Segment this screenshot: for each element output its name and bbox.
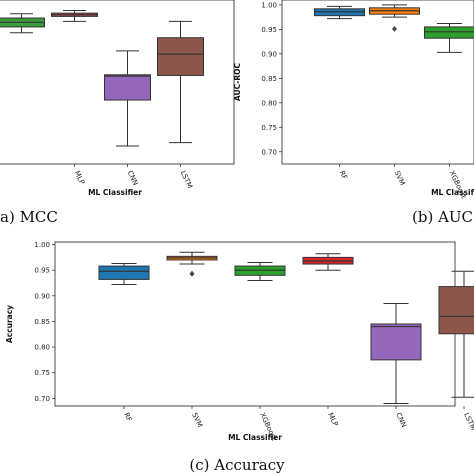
- x-tick-label: LSTM: [179, 169, 194, 189]
- y-axis-label: Accuracy: [5, 305, 14, 343]
- y-tick-label: 0.90: [34, 292, 50, 300]
- x-tick-label: RF: [338, 169, 349, 180]
- box-iqr: [424, 26, 474, 39]
- outlier-point: [392, 25, 397, 32]
- y-tick-label: 0.85: [34, 318, 50, 326]
- y-tick-label: 0.70: [34, 395, 50, 403]
- y-tick-label: 0.90: [261, 50, 277, 58]
- box-rf: [314, 5, 365, 20]
- x-tick-label: CNN: [126, 169, 140, 186]
- x-axis-label: ML Classifier: [88, 188, 142, 197]
- y-tick-label: 0.75: [261, 124, 277, 132]
- box-svm: [369, 4, 420, 32]
- box-svm: [166, 251, 218, 277]
- y-axis-label: AUC-ROC: [233, 62, 242, 101]
- box-iqr: [157, 37, 204, 76]
- x-tick-label: MLP: [73, 169, 86, 185]
- box-xgboost: [234, 262, 286, 281]
- y-tick-label: 0.75: [34, 369, 50, 377]
- box-xgboost: [424, 22, 474, 53]
- box-iqr: [98, 265, 150, 280]
- box-cnn: [370, 303, 422, 404]
- y-tick-label: 0.70: [261, 148, 277, 156]
- y-tick-label: 0.80: [34, 344, 50, 352]
- box-iqr: [104, 74, 151, 101]
- box-rf: [98, 263, 150, 286]
- box-xgboost: [0, 13, 45, 34]
- x-tick-label: MLP: [326, 411, 339, 427]
- outlier-point: [189, 270, 195, 277]
- y-tick-label: 1.00: [261, 1, 277, 9]
- y-tick-label: 0.85: [261, 75, 277, 83]
- box-iqr: [438, 286, 474, 335]
- box-iqr: [370, 323, 422, 361]
- box-mlp: [51, 9, 98, 22]
- y-tick-label: 1.00: [34, 241, 50, 249]
- y-tick-label: 0.80: [261, 99, 277, 107]
- plot-frame: [281, 0, 474, 165]
- plot-frame: [0, 0, 235, 165]
- box-lstm: [157, 20, 204, 144]
- box-lstm: [438, 270, 474, 398]
- x-tick-label: LSTM: [462, 411, 474, 431]
- charts-layer: MLP CNN LSTM ML Classifier 0.70 0.75 0.80 0.85 0…: [0, 0, 474, 442]
- y-tick-label: 0.95: [34, 267, 50, 275]
- caption-c: (c) Accuracy: [189, 456, 285, 474]
- y-tick-label: 0.95: [261, 26, 277, 34]
- x-tick-label: RF: [122, 411, 133, 422]
- x-tick-label: SVM: [393, 169, 407, 186]
- box-mlp: [302, 253, 354, 271]
- caption-b: (b) AUC: [412, 208, 473, 226]
- chart-panel-1: MLP CNN LSTM ML Classifier: [0, 0, 235, 197]
- x-axis-label: ML Classifier: [431, 188, 474, 197]
- x-axis-label: ML Classifier: [228, 433, 282, 442]
- caption-a: a) MCC: [0, 208, 58, 226]
- box-cnn: [104, 50, 151, 147]
- x-tick-label: CNN: [394, 411, 408, 428]
- x-tick-label: SVM: [190, 411, 204, 428]
